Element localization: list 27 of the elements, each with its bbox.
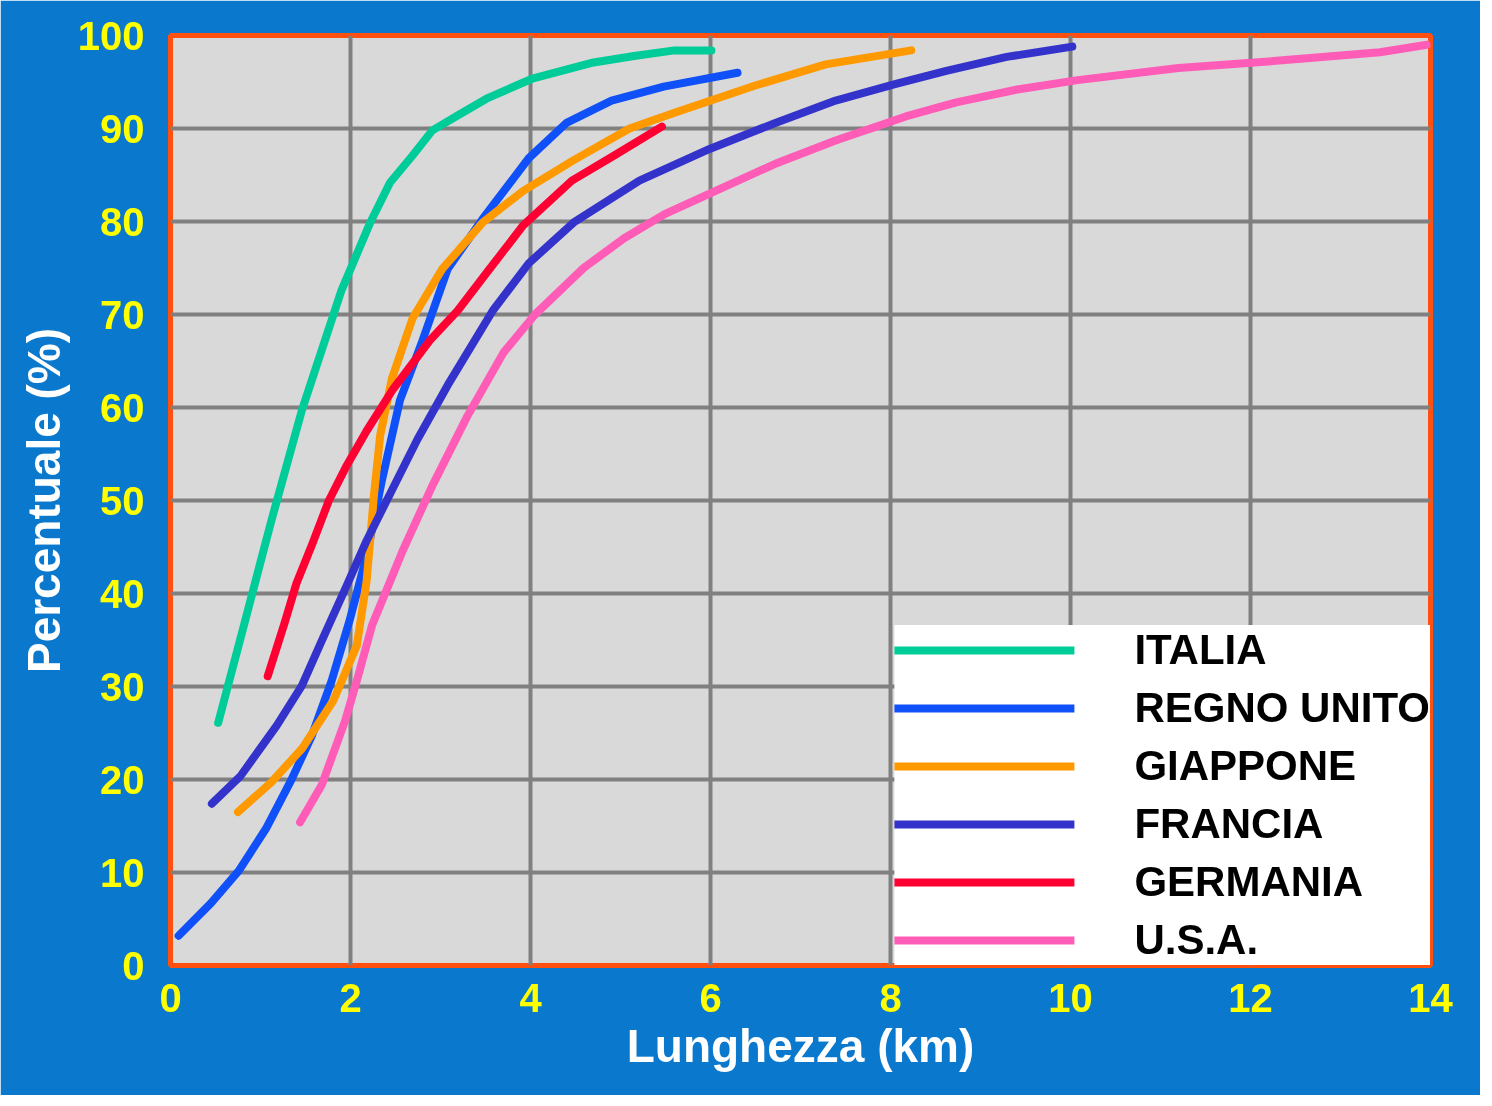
y-tick-label: 30 [100,664,145,709]
y-tick-label: 40 [100,571,145,616]
x-axis-title: Lunghezza (km) [626,1019,975,1072]
y-tick-label: 60 [100,385,145,430]
x-tick-label: 0 [159,975,182,1020]
x-tick-label: 10 [1048,975,1093,1020]
legend-label: U.S.A. [1134,916,1259,964]
x-tick-label: 6 [699,975,722,1020]
y-tick-label: 10 [100,850,145,895]
x-tick-label: 14 [1408,975,1454,1020]
y-tick-label: 50 [100,478,145,523]
y-tick-label: 70 [100,292,145,337]
x-tick-label: 8 [879,975,902,1020]
legend-label: FRANCIA [1134,800,1324,848]
y-tick-label: 20 [100,757,145,802]
legend-label: REGNO UNITO [1134,684,1430,732]
y-tick-label: 0 [122,943,145,988]
y-tick-label: 100 [77,13,145,58]
legend-label: GIAPPONE [1134,742,1357,790]
y-tick-label: 90 [100,106,145,151]
y-axis-title: Percentuale (%) [17,327,70,674]
x-tick-label: 2 [339,975,362,1020]
x-tick-label: 4 [519,975,543,1020]
legend-label: GERMANIA [1134,858,1364,906]
x-tick-label: 12 [1228,975,1273,1020]
y-tick-label: 80 [100,199,145,244]
legend-label: ITALIA [1134,626,1267,674]
